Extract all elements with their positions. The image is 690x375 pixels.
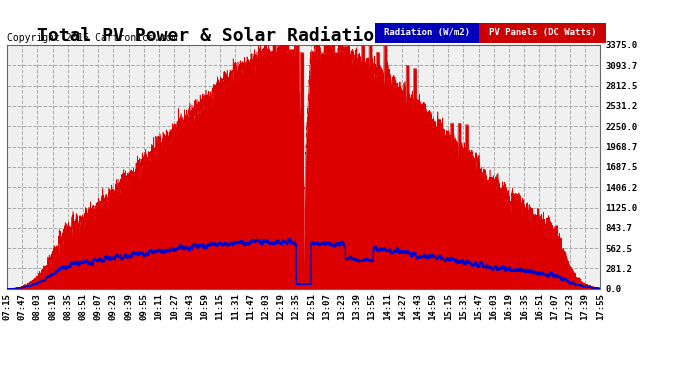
Text: Radiation (W/m2): Radiation (W/m2) bbox=[384, 28, 470, 38]
Text: Copyright 2015 Cartronics.com: Copyright 2015 Cartronics.com bbox=[8, 33, 178, 43]
FancyBboxPatch shape bbox=[375, 23, 479, 43]
Title: Total PV Power & Solar Radiation Sun Oct 25 17:56: Total PV Power & Solar Radiation Sun Oct… bbox=[37, 27, 570, 45]
FancyBboxPatch shape bbox=[479, 23, 607, 43]
Text: PV Panels (DC Watts): PV Panels (DC Watts) bbox=[489, 28, 596, 38]
